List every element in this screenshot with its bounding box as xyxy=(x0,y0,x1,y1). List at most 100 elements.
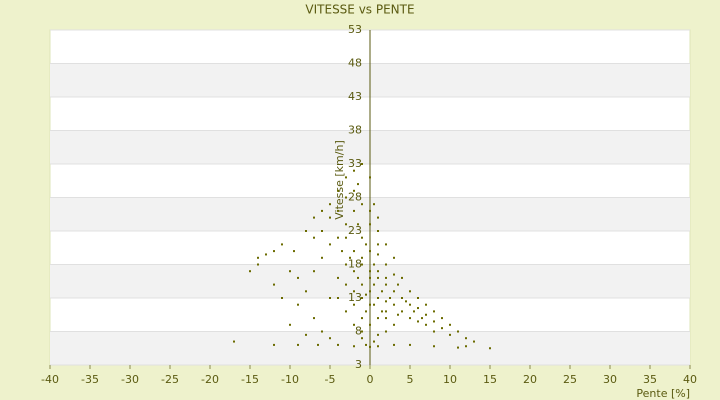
y-tick-label: 53 xyxy=(348,23,362,36)
point xyxy=(373,283,375,286)
point xyxy=(349,256,351,259)
point xyxy=(425,313,427,316)
point xyxy=(361,163,363,165)
point xyxy=(377,216,379,219)
x-tick-label: -30 xyxy=(121,373,139,386)
point xyxy=(313,317,315,320)
point xyxy=(473,340,475,343)
point xyxy=(401,276,403,279)
point xyxy=(337,297,339,299)
point xyxy=(369,250,371,253)
point xyxy=(409,343,411,346)
y-tick-label: 38 xyxy=(348,124,362,137)
point xyxy=(321,330,323,333)
point xyxy=(433,330,435,333)
point xyxy=(377,276,379,279)
point xyxy=(385,317,387,320)
point xyxy=(449,333,451,336)
x-tick-label: -20 xyxy=(201,373,219,386)
point xyxy=(377,345,379,348)
point xyxy=(449,323,451,326)
point xyxy=(385,300,387,303)
point xyxy=(257,256,259,259)
point xyxy=(373,303,375,306)
x-tick-label: 15 xyxy=(483,373,497,386)
y-axis-label: Vitesse [km/h] xyxy=(333,140,346,220)
point xyxy=(409,290,411,293)
point xyxy=(337,343,339,346)
point xyxy=(457,346,459,349)
point xyxy=(377,297,379,299)
x-tick-label: -10 xyxy=(281,373,299,386)
point xyxy=(273,343,275,346)
point xyxy=(381,290,383,293)
point xyxy=(361,337,363,340)
point xyxy=(385,330,387,333)
point xyxy=(365,343,367,346)
point xyxy=(417,320,419,323)
y-tick-label: 33 xyxy=(348,157,362,170)
point xyxy=(385,283,387,286)
y-tick-label: 48 xyxy=(348,57,362,70)
point xyxy=(345,223,347,226)
y-tick-label: 3 xyxy=(355,358,362,371)
x-tick-label: 25 xyxy=(563,373,577,386)
point xyxy=(377,253,379,256)
point xyxy=(369,345,371,348)
point xyxy=(321,230,323,232)
point xyxy=(433,320,435,323)
x-tick-label: -5 xyxy=(325,373,336,386)
point xyxy=(377,317,379,320)
point xyxy=(389,297,391,299)
point xyxy=(249,270,251,273)
point xyxy=(369,209,371,212)
point xyxy=(489,347,491,350)
point xyxy=(381,310,383,313)
point xyxy=(345,283,347,286)
point xyxy=(441,317,443,320)
point xyxy=(377,333,379,336)
point xyxy=(361,256,363,259)
y-tick-label: 43 xyxy=(348,90,362,103)
point xyxy=(361,330,363,333)
point xyxy=(385,243,387,246)
chart-title: VITESSE vs PENTE xyxy=(305,3,414,17)
x-tick-label: -25 xyxy=(161,373,179,386)
point xyxy=(329,243,331,246)
point xyxy=(365,293,367,296)
x-tick-label: 20 xyxy=(523,373,537,386)
point xyxy=(329,203,331,206)
point xyxy=(353,250,355,253)
point xyxy=(369,276,371,279)
point xyxy=(433,310,435,313)
point xyxy=(265,253,267,256)
point xyxy=(409,317,411,320)
x-tick-label: 35 xyxy=(643,373,657,386)
point xyxy=(317,343,319,346)
point xyxy=(361,203,363,206)
point xyxy=(337,236,339,239)
point xyxy=(353,169,355,172)
point xyxy=(345,176,347,179)
x-tick-label: -35 xyxy=(81,373,99,386)
point xyxy=(393,303,395,306)
point xyxy=(345,196,347,199)
point xyxy=(297,303,299,306)
point xyxy=(329,297,331,299)
point xyxy=(257,263,259,266)
point xyxy=(273,283,275,286)
point xyxy=(369,176,371,179)
point xyxy=(297,343,299,346)
point xyxy=(365,310,367,313)
point xyxy=(413,310,415,313)
point xyxy=(233,340,235,343)
point xyxy=(441,327,443,330)
point xyxy=(393,343,395,346)
point xyxy=(353,189,355,192)
x-tick-label: 40 xyxy=(683,373,697,386)
point xyxy=(401,297,403,299)
y-tick-label: 23 xyxy=(348,224,362,237)
point xyxy=(353,209,355,212)
point xyxy=(289,323,291,326)
point xyxy=(377,270,379,273)
